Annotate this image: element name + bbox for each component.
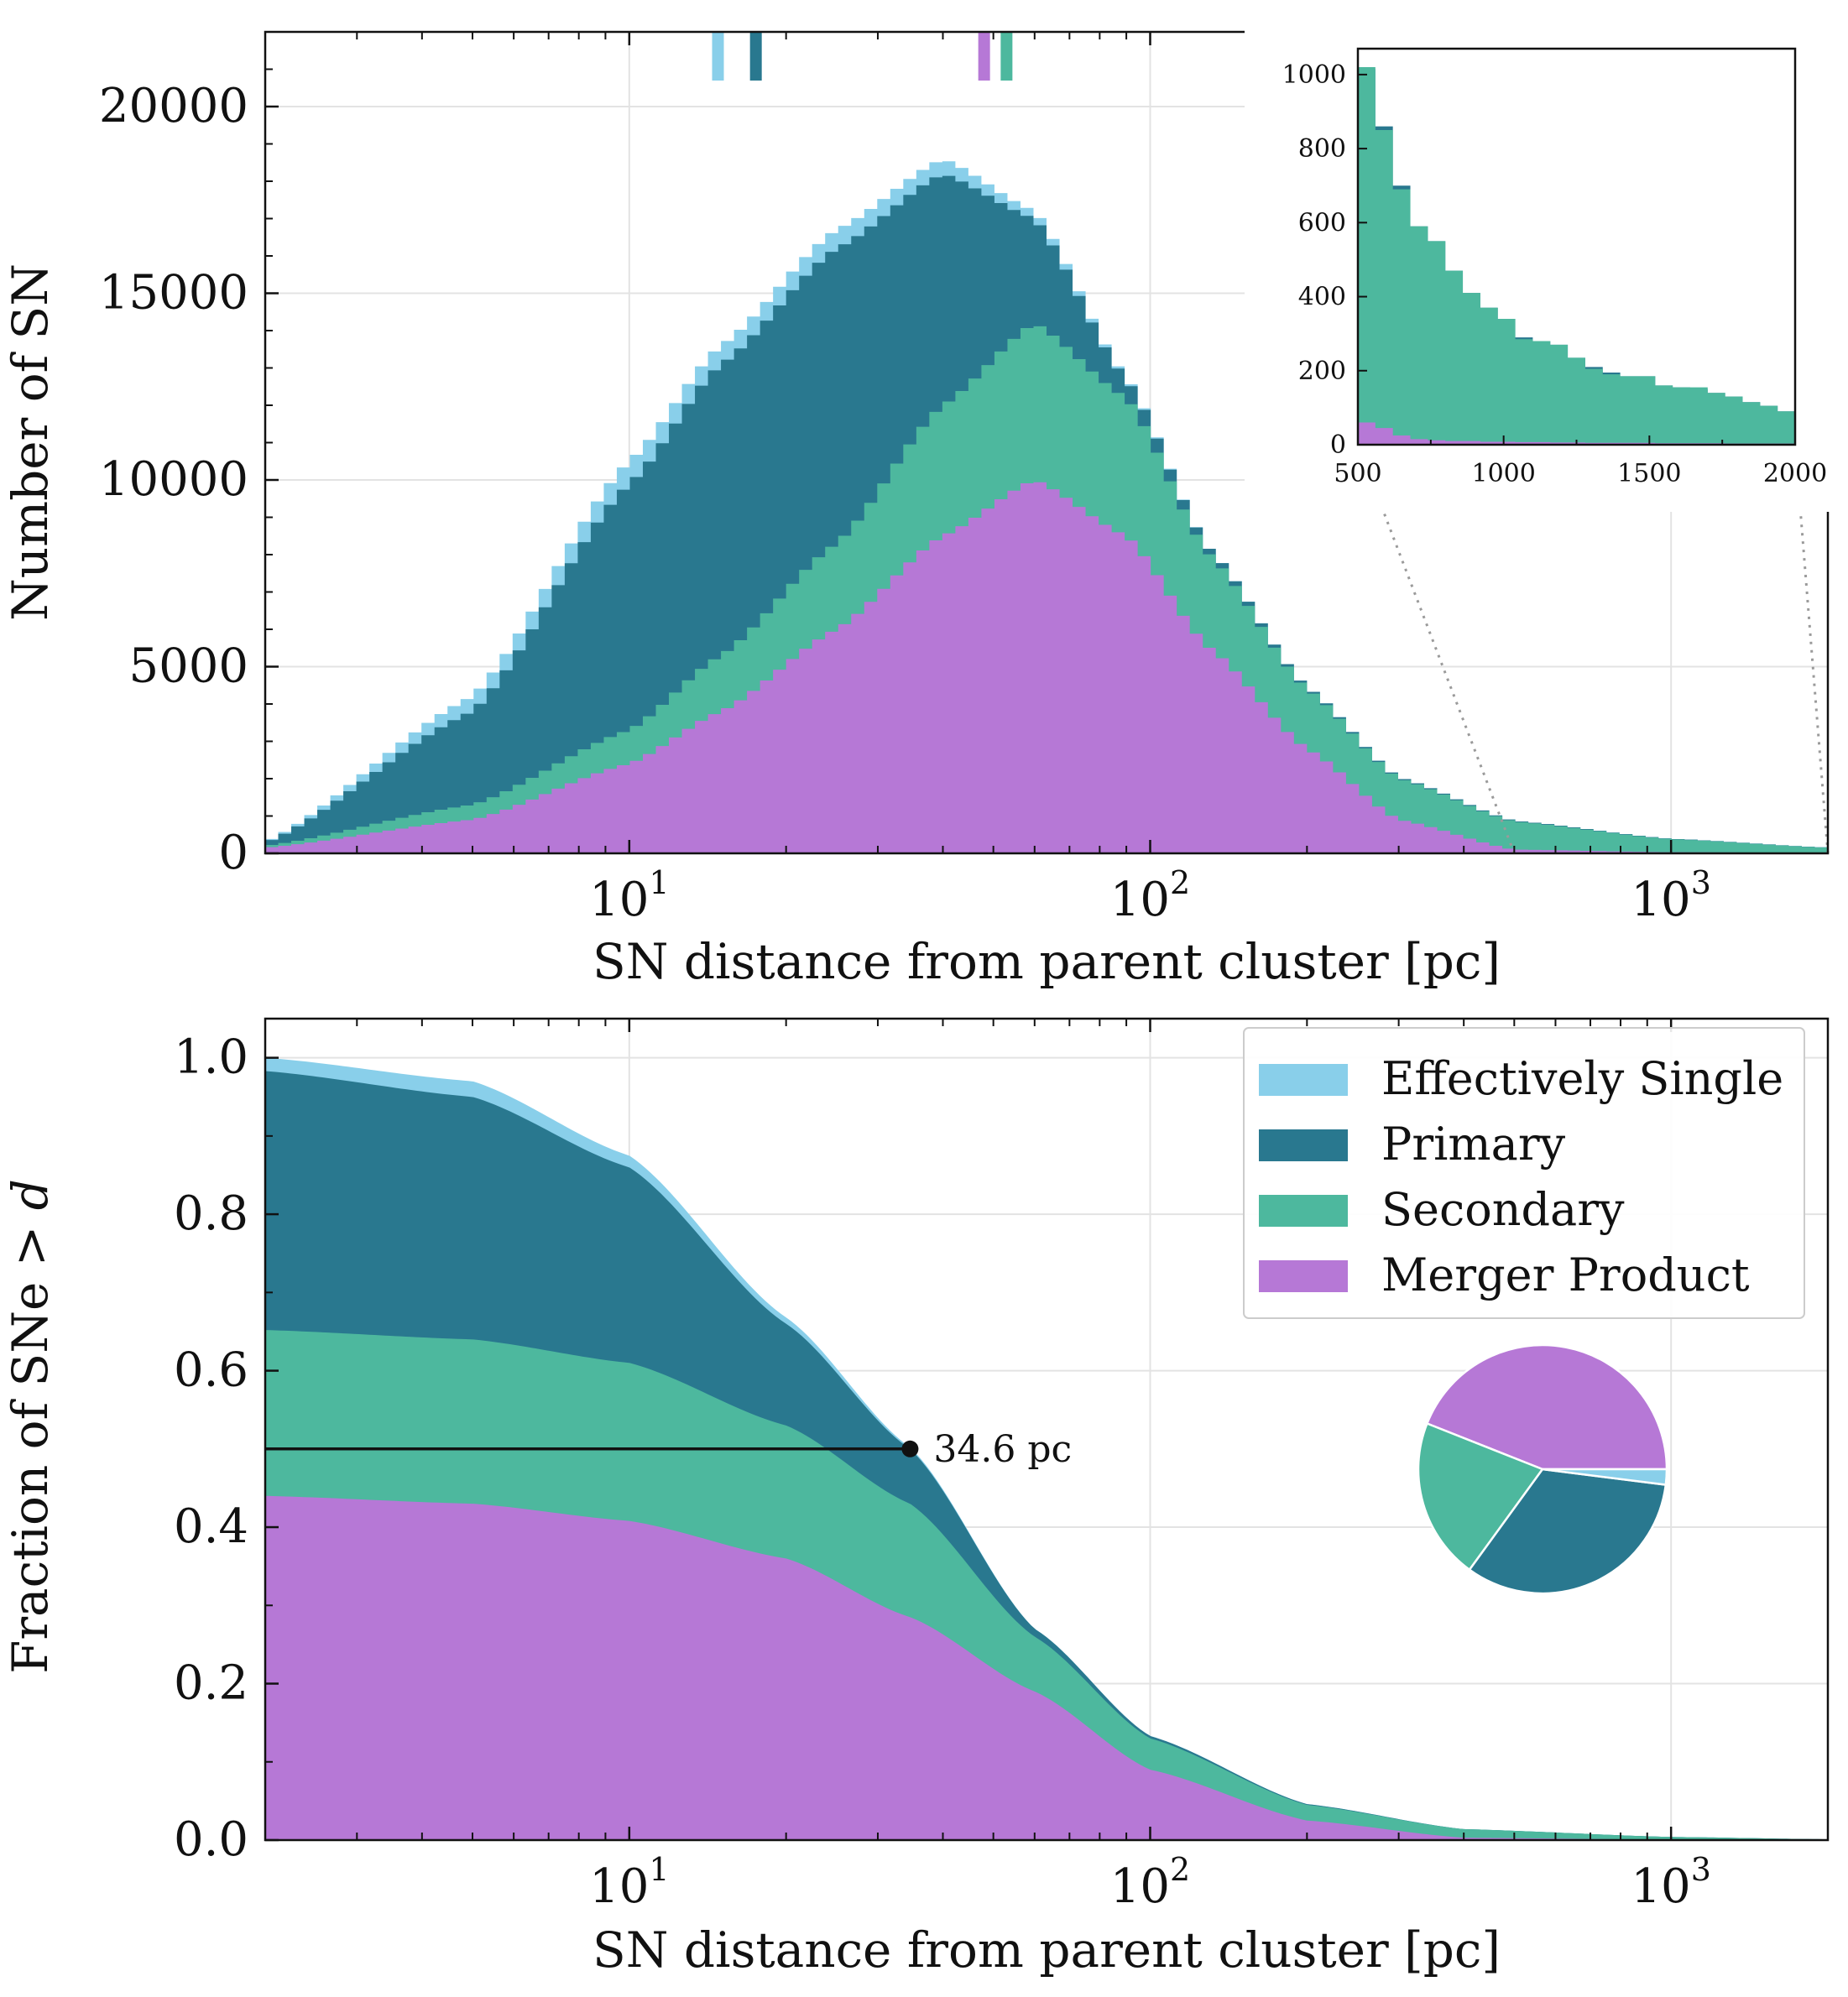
bottom-stacked-areas [265, 1057, 1828, 1840]
inset-y-tick-label: 800 [1298, 134, 1346, 164]
inset-x-tick-label: 1000 [1471, 459, 1535, 488]
x-tick-label: 102 [1110, 1851, 1190, 1914]
legend-box [1243, 1027, 1805, 1319]
merger-median-marker [978, 32, 990, 81]
pie-slice-primary [1468, 1468, 1668, 1595]
bottom-x-axis-label: SN distance from parent cluster [pc] [593, 1921, 1501, 1979]
pie-slice-single [1542, 1468, 1668, 1486]
zoom-line-right [1793, 444, 1830, 854]
y-tick-label: 0.8 [174, 1186, 248, 1241]
inset-x-ticks: 500 1000 1500 2000 [1334, 435, 1827, 488]
top-x-ticks: 101 102 103 [264, 32, 1711, 927]
top-y-axis-label: Number of SN [2, 263, 59, 621]
pie-chart [1417, 1343, 1668, 1595]
y-tick-label: 0.2 [174, 1656, 248, 1711]
x-tick-label: 102 [1110, 864, 1190, 927]
legend-swatch-secondary [1259, 1195, 1348, 1227]
inset-x-tick-label: 500 [1334, 459, 1381, 488]
inset-histogram: 0 200 400 600 800 1000 500 1000 1500 2000 [1245, 25, 1840, 512]
inset-y-ticks: 0 200 400 600 800 1000 [1282, 60, 1367, 460]
legend-swatch-merger [1259, 1260, 1348, 1292]
bottom-y-axis-label-var: d [2, 1179, 59, 1210]
pie-slice-merger [1425, 1343, 1668, 1471]
secondary-median-marker [1000, 32, 1013, 81]
bottom-x-ticks: 101 102 103 [264, 1019, 1711, 1914]
inset-y-tick-label: 200 [1298, 357, 1346, 386]
merger-histogram-bars [265, 482, 1828, 853]
y-tick-label: 0 [218, 826, 248, 880]
x-tick-label: 101 [589, 1851, 669, 1914]
y-tick-label: 0.6 [174, 1343, 248, 1398]
inset-x-tick-label: 2000 [1763, 459, 1827, 488]
bottom-y-axis-label-text: Fraction of SNe > [2, 1210, 59, 1674]
inset-y-tick-label: 0 [1330, 430, 1346, 460]
top-histogram-bars [265, 161, 1828, 854]
inset-merger-bars [1358, 422, 1795, 445]
bottom-axes-frame [264, 1017, 1830, 1842]
inset-secondary-bars [1358, 67, 1795, 445]
single-median-marker [712, 32, 724, 81]
legend-label-merger: Merger Product [1381, 1249, 1750, 1301]
inset-zoom-lines [1356, 444, 1830, 854]
primary-median-marker [749, 32, 762, 81]
top-x-axis-label: SN distance from parent cluster [pc] [593, 933, 1501, 990]
median-label: 34.6 pc [933, 1428, 1072, 1471]
y-tick-label: 10000 [99, 452, 248, 507]
median-point [901, 1440, 919, 1457]
cumulative-fraction-panel: 34.6 pc 0.0 0.2 0.4 0.6 0.8 1.0 101 102 103 SN … [2, 1017, 1830, 1979]
y-tick-label: 5000 [128, 639, 248, 694]
x-tick-label: 103 [1631, 1851, 1710, 1914]
y-tick-label: 0.0 [174, 1812, 248, 1867]
legend-label-single: Effectively Single [1381, 1052, 1783, 1105]
y-tick-label: 1.0 [174, 1030, 248, 1085]
x-tick-label: 103 [1631, 864, 1710, 927]
legend-swatch-single [1259, 1064, 1348, 1096]
inset-x-tick-label: 1500 [1617, 459, 1681, 488]
legend-label-secondary: Secondary [1381, 1183, 1625, 1236]
bottom-y-axis-label: Fraction of SNe > d [2, 1179, 59, 1674]
y-tick-label: 0.4 [174, 1499, 248, 1554]
legend-label-primary: Primary [1381, 1118, 1566, 1171]
legend: Effectively Single Primary Secondary Merger… [1243, 1027, 1805, 1319]
bottom-y-ticks: 0.0 0.2 0.4 0.6 0.8 1.0 [174, 1030, 279, 1867]
pie-slice-secondary [1417, 1421, 1544, 1572]
top-y-ticks: 0 5000 10000 15000 20000 [99, 68, 279, 880]
inset-y-tick-label: 1000 [1282, 60, 1346, 90]
y-tick-label: 15000 [99, 266, 248, 321]
inset-y-tick-label: 400 [1298, 283, 1346, 312]
x-tick-label: 101 [589, 864, 669, 927]
inset-y-tick-label: 600 [1298, 208, 1346, 237]
median-markers [712, 32, 1013, 81]
legend-swatch-primary [1259, 1129, 1348, 1161]
median-indicator: 34.6 pc [265, 1428, 1072, 1471]
y-tick-label: 20000 [99, 79, 248, 133]
inset-bars [1358, 67, 1795, 445]
zoom-line-left [1356, 444, 1516, 854]
merger-area [265, 1495, 1828, 1840]
